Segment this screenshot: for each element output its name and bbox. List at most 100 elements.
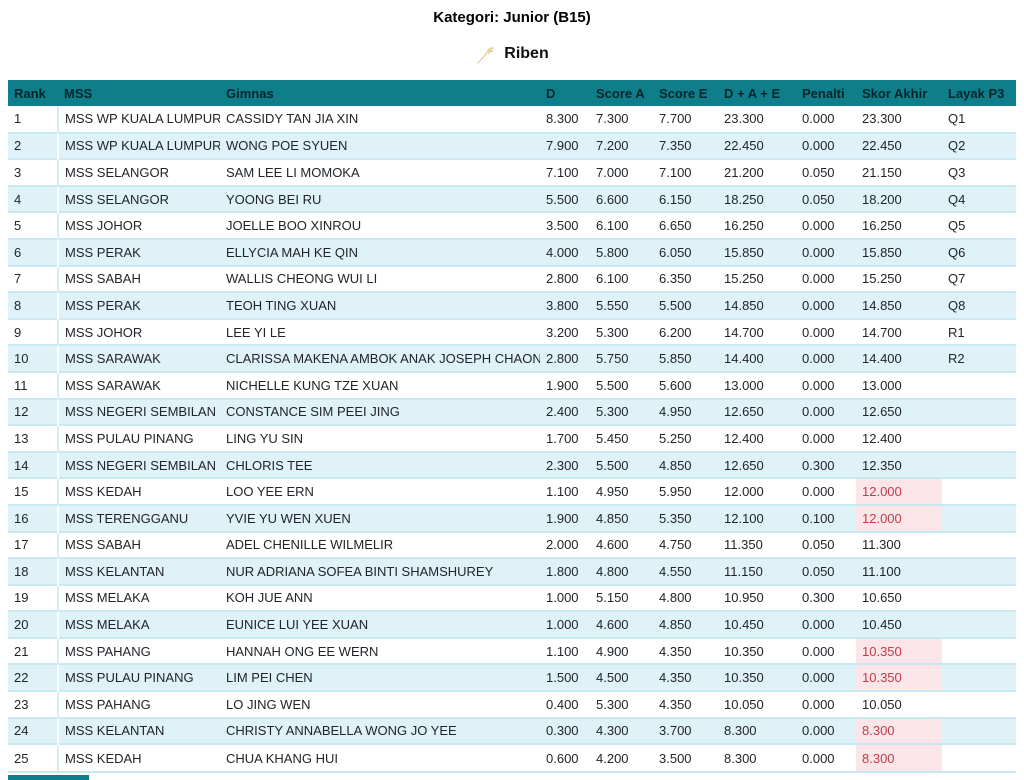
gimnas-cell: LO JING WEN: [220, 690, 540, 718]
table-row: 12 MSS NEGERI SEMBILAN CONSTANCE SIM PEE…: [8, 397, 1016, 426]
rank-cell: 9: [8, 317, 59, 346]
rank-cell: 8: [8, 291, 59, 319]
rank-cell: 19: [8, 583, 59, 612]
score-e-cell: 4.350: [653, 690, 718, 718]
gimnas-cell: EUNICE LUI YEE XUAN: [220, 610, 540, 638]
mss-cell: MSS JOHOR: [58, 211, 220, 239]
score-a-cell: 4.850: [590, 503, 653, 532]
total-cell: 12.100: [718, 503, 796, 532]
rank-cell: 10: [8, 344, 59, 372]
rank-cell: 5: [8, 211, 59, 239]
total-cell: 22.450: [718, 131, 796, 160]
gimnas-cell: CHUA KHANG HUI: [220, 743, 540, 771]
table-row: 11 MSS SARAWAK NICHELLE KUNG TZE XUAN 1.…: [8, 370, 1016, 399]
gimnas-cell: CHLORIS TEE: [220, 450, 540, 479]
table-row: 9 MSS JOHOR LEE YI LE 3.200 5.300 6.200 …: [8, 317, 1016, 346]
table-row: 25 MSS KEDAH CHUA KHANG HUI 0.600 4.200 …: [8, 743, 1016, 771]
score-a-cell: 4.800: [590, 557, 653, 585]
total-cell: 10.450: [718, 610, 796, 638]
penalti-cell: 0.000: [796, 424, 856, 452]
rank-cell: 1: [8, 106, 59, 133]
penalti-cell: 0.000: [796, 477, 856, 505]
gimnas-cell: ELLYCIA MAH KE QIN: [220, 237, 540, 266]
ribbon-icon: [475, 43, 495, 65]
skor-akhir-cell: 8.300: [856, 743, 942, 771]
gimnas-cell: CLARISSA MAKENA AMBOK ANAK JOSEPH CHAONG: [220, 344, 540, 372]
skor-akhir-cell: 13.000: [856, 370, 942, 399]
gimnas-cell: JOELLE BOO XINROU: [220, 211, 540, 239]
score-a-cell: 5.750: [590, 344, 653, 372]
penalti-cell: 0.050: [796, 557, 856, 585]
d-score-cell: 0.300: [540, 716, 590, 745]
score-a-cell: 4.600: [590, 530, 653, 559]
d-score-cell: 3.200: [540, 317, 590, 346]
d-score-cell: 1.500: [540, 663, 590, 692]
layak-p3-cell: [942, 610, 1016, 638]
table-row: 15 MSS KEDAH LOO YEE ERN 1.100 4.950 5.9…: [8, 477, 1016, 505]
layak-p3-cell: [942, 716, 1016, 745]
rank-cell: 11: [8, 370, 59, 399]
score-e-cell: 3.500: [653, 743, 718, 771]
gimnas-cell: ADEL CHENILLE WILMELIR: [220, 530, 540, 559]
penalti-cell: 0.300: [796, 450, 856, 479]
table-row: 20 MSS MELAKA EUNICE LUI YEE XUAN 1.000 …: [8, 610, 1016, 638]
total-cell: 16.250: [718, 211, 796, 239]
layak-p3-cell: [942, 557, 1016, 585]
d-score-cell: 0.600: [540, 743, 590, 771]
layak-p3-cell: [942, 477, 1016, 505]
score-e-cell: 5.500: [653, 291, 718, 319]
mss-cell: MSS JOHOR: [58, 317, 220, 346]
score-e-cell: 5.350: [653, 503, 718, 532]
table-row: 3 MSS SELANGOR SAM LEE LI MOMOKA 7.100 7…: [8, 158, 1016, 186]
total-cell: 13.000: [718, 370, 796, 399]
mss-cell: MSS MELAKA: [58, 610, 220, 638]
rank-cell: 12: [8, 397, 59, 426]
rank-cell: 16: [8, 503, 59, 532]
skor-akhir-cell: 8.300: [856, 716, 942, 745]
penalti-cell: 0.000: [796, 211, 856, 239]
rank-cell: 24: [8, 716, 59, 745]
results-table: Rank MSS Gimnas D Score A Score E D + A …: [8, 80, 1016, 771]
gimnas-cell: CHRISTY ANNABELLA WONG JO YEE: [220, 716, 540, 745]
score-e-cell: 4.800: [653, 583, 718, 612]
skor-akhir-cell: 12.000: [856, 503, 942, 532]
mss-cell: MSS WP KUALA LUMPUR: [58, 131, 220, 160]
score-a-cell: 7.000: [590, 158, 653, 186]
score-a-cell: 6.600: [590, 184, 653, 213]
mss-cell: MSS WP KUALA LUMPUR: [65, 111, 220, 127]
d-score-cell: 1.000: [540, 610, 590, 638]
table-row: 19 MSS MELAKA KOH JUE ANN 1.000 5.150 4.…: [8, 583, 1016, 612]
mss-cell: MSS NEGERI SEMBILAN: [58, 450, 220, 479]
score-a-cell: 5.800: [590, 237, 653, 266]
score-e-cell: 6.200: [653, 317, 718, 346]
score-a-cell: 5.450: [590, 424, 653, 452]
score-e-cell: 4.950: [653, 397, 718, 426]
d-score-cell: 1.100: [540, 636, 590, 665]
score-e-cell: 5.600: [653, 370, 718, 399]
gimnas-cell: LOO YEE ERN: [220, 477, 540, 505]
d-score-cell: 0.400: [540, 690, 590, 718]
d-score-cell: 2.800: [540, 264, 590, 293]
skor-akhir-cell: 23.300: [862, 111, 902, 127]
total-cell: 12.400: [718, 424, 796, 452]
total-cell: 11.150: [718, 557, 796, 585]
rank-cell: 7: [8, 264, 59, 293]
penalti-cell: 0.000: [796, 291, 856, 319]
penalti-cell: 0.000: [796, 264, 856, 293]
total-cell: 18.250: [718, 184, 796, 213]
layak-p3-cell: [942, 663, 1016, 692]
column-header-score-a: Score A: [590, 80, 653, 106]
gimnas-cell: YOONG BEI RU: [220, 184, 540, 213]
skor-akhir-cell: 22.450: [856, 131, 942, 160]
layak-p3-cell: Q1: [948, 111, 966, 127]
layak-p3-cell: [942, 503, 1016, 532]
total-cell: 14.850: [718, 291, 796, 319]
total-cell: 12.000: [718, 477, 796, 505]
mss-cell: MSS SABAH: [58, 530, 220, 559]
penalti-cell: 0.000: [796, 610, 856, 638]
layak-p3-cell: Q8: [942, 291, 1016, 319]
table-header-row: Rank MSS Gimnas D Score A Score E D + A …: [8, 80, 1016, 106]
page-title: Kategori: Junior (B15): [433, 9, 591, 26]
table-row: 18 MSS KELANTAN NUR ADRIANA SOFEA BINTI …: [8, 557, 1016, 585]
total-cell: 8.300: [718, 716, 796, 745]
